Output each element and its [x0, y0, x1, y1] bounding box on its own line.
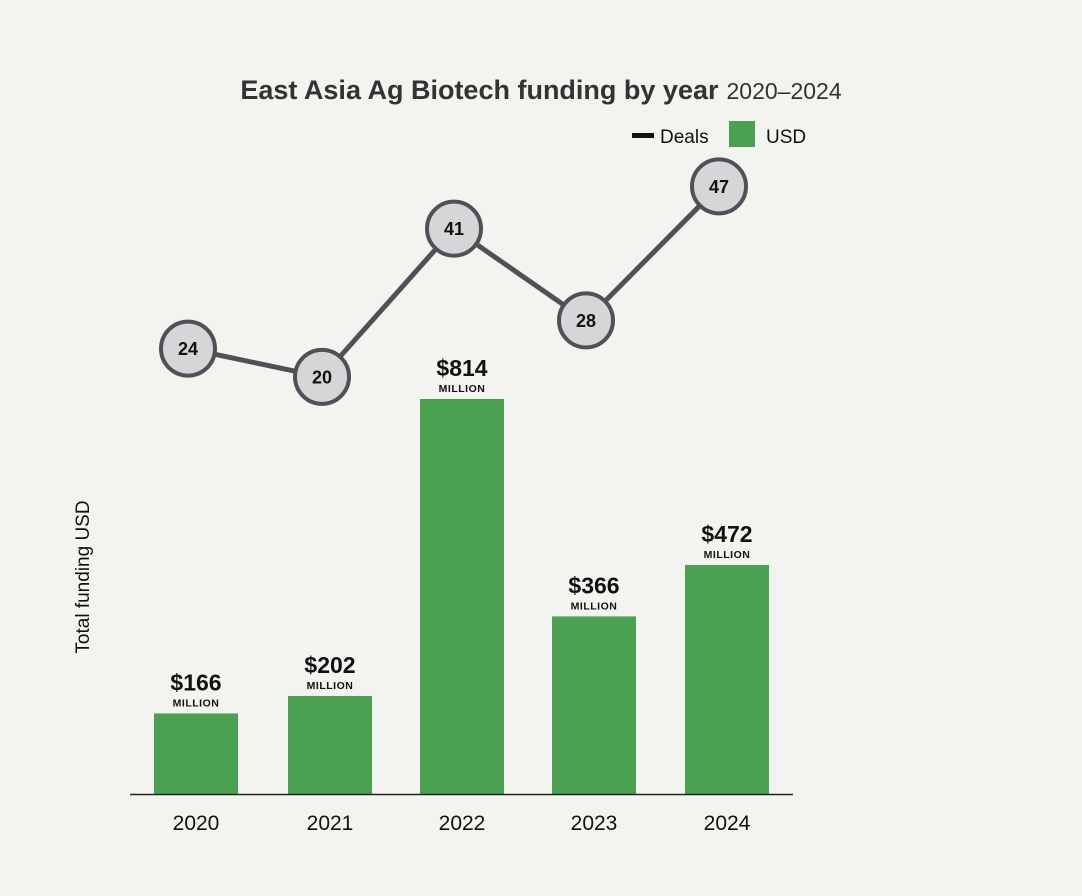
bar-value-label-2020: $166 — [170, 669, 221, 695]
deals-point-label-2021: 20 — [312, 367, 332, 387]
x-ticks: 2020 2021 2022 2023 2024 — [173, 812, 751, 835]
deals-line-series: 24 20 41 28 47 — [159, 157, 748, 406]
bar-value-label-2024: $472 — [701, 521, 752, 547]
bar-unit-label-2021: MILLION — [307, 680, 354, 692]
x-tick-label-2022: 2022 — [439, 812, 486, 835]
bar-2022 — [420, 399, 504, 794]
legend-deals-swatch — [632, 133, 654, 138]
deals-point-label-2023: 28 — [576, 311, 596, 331]
bar-unit-label-2020: MILLION — [173, 697, 220, 709]
legend-usd-swatch — [729, 121, 755, 147]
x-tick-label-2023: 2023 — [571, 812, 618, 835]
y-axis-label: Total funding USD — [73, 500, 94, 653]
chart-subtitle: 2020–2024 — [726, 78, 841, 104]
deals-point-2020 — [159, 319, 217, 378]
x-tick-label-2024: 2024 — [704, 812, 751, 835]
bar-2024 — [685, 564, 769, 794]
bar-unit-label-2024: MILLION — [704, 549, 751, 561]
chart-title-main: East Asia Ag Biotech funding by year — [240, 75, 719, 105]
deals-point-label-2022: 41 — [444, 219, 464, 239]
bar-2021 — [288, 695, 372, 794]
bar-value-label-2023: $366 — [568, 572, 619, 598]
deals-point-2021 — [293, 347, 351, 406]
bar-value-label-2022: $814 — [436, 355, 487, 381]
bar-unit-label-2023: MILLION — [571, 600, 618, 612]
bar-2023 — [552, 616, 636, 794]
x-tick-label-2020: 2020 — [173, 812, 220, 835]
legend-deals-label: Deals — [660, 127, 709, 148]
bars: $166 MILLION $202 MILLION $814 MILLION $366 MIL… — [154, 355, 769, 794]
legend-usd-label: USD — [766, 127, 806, 148]
bar-2020 — [154, 713, 238, 794]
x-tick-label-2021: 2021 — [307, 812, 354, 835]
deals-point-2022 — [425, 199, 483, 258]
chart-title: East Asia Ag Biotech funding by year 2020… — [240, 75, 841, 105]
bar-value-label-2021: $202 — [304, 652, 355, 678]
legend: Deals USD — [632, 121, 806, 148]
deals-point-label-2024: 47 — [709, 177, 729, 197]
deals-point-2023 — [557, 291, 615, 350]
deals-point-label-2020: 24 — [178, 339, 198, 359]
bar-unit-label-2022: MILLION — [439, 383, 486, 395]
deals-point-2024 — [690, 157, 748, 216]
